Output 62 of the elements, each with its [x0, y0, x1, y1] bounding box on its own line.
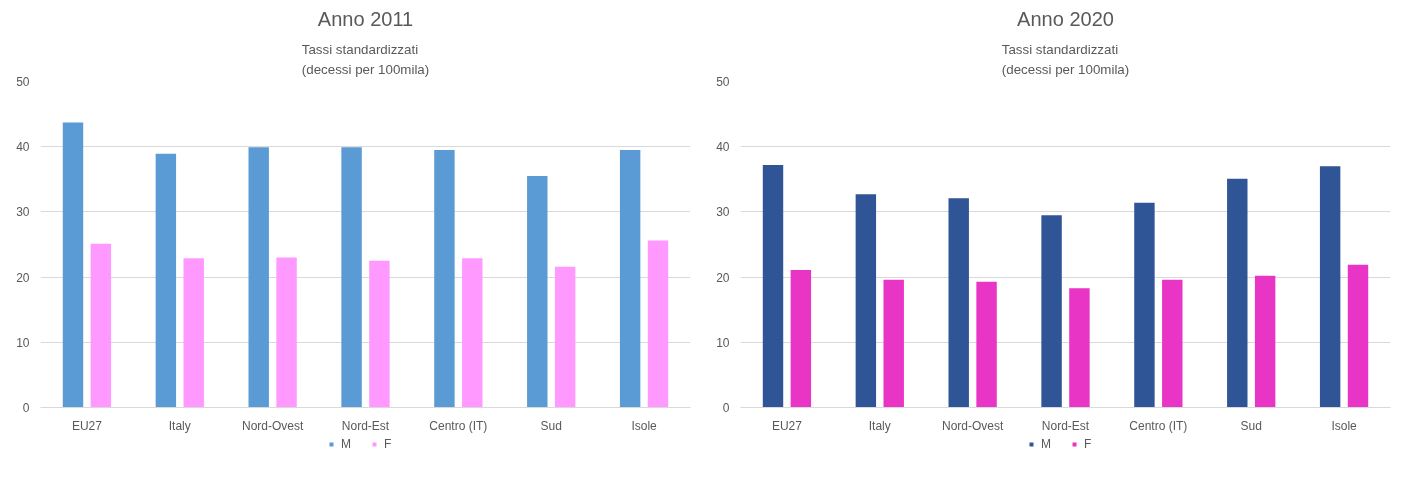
y-tick-label: 0: [22, 401, 30, 415]
chart-subtitle: Tassi standardizzati (decessi per 100mila): [301, 42, 430, 77]
bar: [1069, 288, 1090, 408]
y-tick-label: 20: [16, 270, 30, 285]
bar: [462, 258, 483, 408]
y-tick-label: 50: [16, 75, 30, 89]
bar: [62, 122, 84, 408]
x-tick-label: Sud: [1240, 418, 1262, 433]
x-tick-label: Isole: [1331, 418, 1358, 433]
bar: [883, 279, 904, 408]
bar: [619, 149, 641, 408]
x-tick-label: Isole: [631, 418, 658, 433]
y-tick-label: 30: [716, 205, 730, 220]
y-tick-label: 50: [716, 75, 730, 89]
bar: [527, 176, 548, 408]
bar: [790, 269, 812, 408]
y-tick-label: 20: [716, 270, 730, 285]
bar: [341, 147, 362, 408]
y-tick-label: 40: [16, 140, 30, 155]
x-tick-label: Centro (IT): [1129, 418, 1188, 433]
bar: [276, 257, 297, 408]
x-tick-label: EU27: [771, 418, 803, 433]
chart-title: Anno 2011: [317, 7, 414, 30]
bar: [762, 164, 784, 408]
bar: [1162, 279, 1183, 408]
x-tick-label: EU27: [71, 418, 103, 433]
bar: [90, 243, 112, 408]
x-tick-label: Nord-Est: [341, 418, 390, 433]
x-tick-label: Nord-Ovest: [241, 418, 304, 433]
bar: [155, 153, 177, 408]
bar: [434, 149, 455, 408]
chart-subtitle: Tassi standardizzati (decessi per 100mila): [1001, 42, 1130, 77]
y-tick-label: 0: [722, 401, 730, 415]
legend-label: F: [1084, 437, 1093, 451]
x-tick-label: Italy: [168, 418, 191, 433]
legend-label: M: [341, 437, 352, 451]
bar: [976, 281, 997, 408]
bar: [1254, 275, 1276, 408]
bar: [183, 258, 204, 408]
x-tick-label: Nord-Ovest: [941, 418, 1004, 433]
bar: [1227, 178, 1248, 408]
bar: [647, 240, 669, 408]
legend-label: F: [384, 437, 393, 451]
y-tick-label: 40: [716, 140, 730, 155]
y-tick-label: 30: [16, 205, 30, 220]
legend-label: M: [1041, 437, 1052, 451]
bar: [1319, 166, 1341, 408]
x-tick-label: Nord-Est: [1041, 418, 1090, 433]
bar: [248, 147, 269, 408]
x-tick-label: Sud: [540, 418, 562, 433]
bar: [855, 194, 877, 408]
y-tick-label: 10: [16, 335, 30, 350]
bar: [948, 198, 969, 408]
bar: [1134, 202, 1155, 408]
bar: [554, 266, 576, 408]
bar: [1041, 215, 1062, 408]
bar: [369, 260, 390, 408]
chart-title: Anno 2020: [1017, 7, 1114, 30]
x-tick-label: Italy: [868, 418, 891, 433]
y-tick-label: 10: [716, 335, 730, 350]
bar: [1347, 264, 1369, 408]
x-tick-label: Centro (IT): [429, 418, 488, 433]
